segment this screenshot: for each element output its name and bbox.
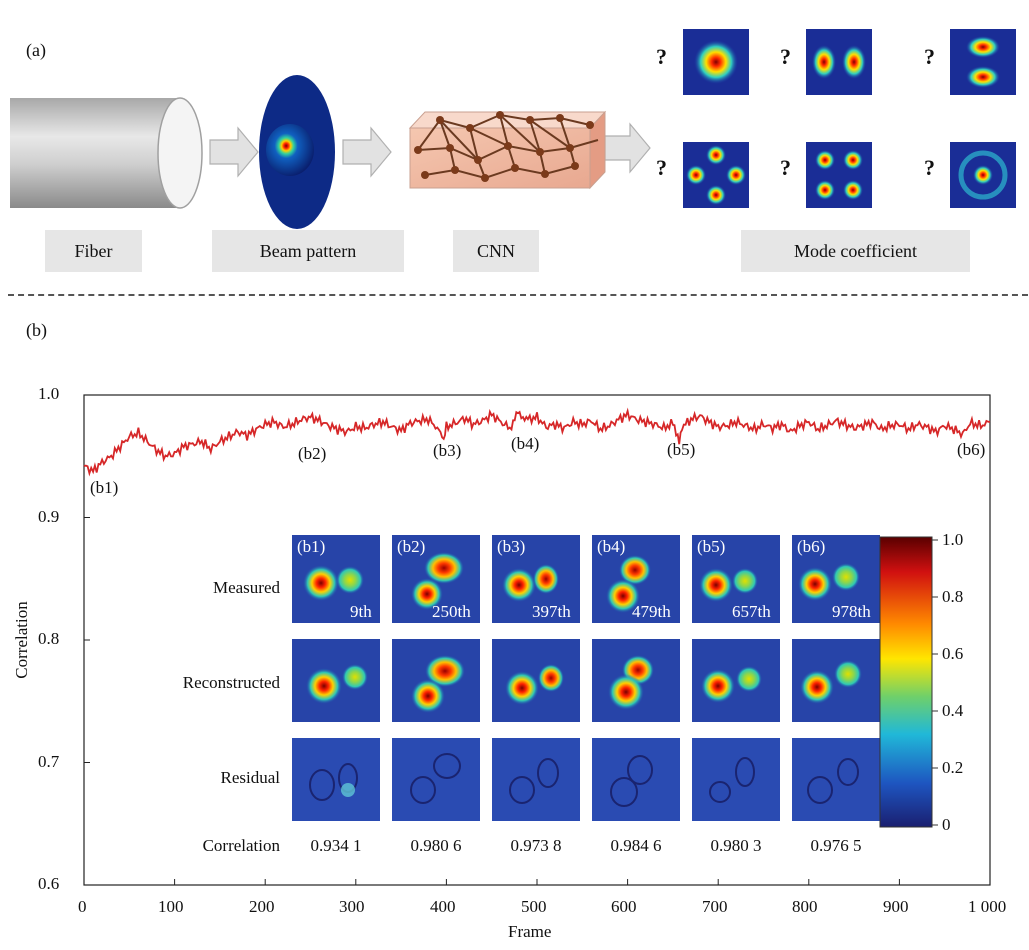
tile-correlation-value: 0.980 3 — [710, 836, 762, 855]
x-axis-title: Frame — [508, 922, 552, 941]
panel-b-label: (b) — [26, 320, 47, 340]
colorbar-tick-label: 1.0 — [942, 530, 964, 549]
colorbar-tick-label: 0.2 — [942, 758, 964, 777]
stage-label-mode-coefficient: Mode coefficient — [741, 230, 970, 272]
mode-unknown-marker: ? — [656, 44, 667, 69]
curve-annotation: (b4) — [511, 434, 540, 453]
x-tick-label: 0 — [78, 897, 87, 916]
colorbar-tick-label: 0 — [942, 815, 951, 834]
x-tick-label: 900 — [883, 897, 909, 916]
curve-annotation: (b5) — [667, 440, 696, 459]
colorbar-tick-label: 0.4 — [942, 701, 964, 720]
tile-correlation-value: 0.980 6 — [410, 836, 462, 855]
tile-frame-number: 397th — [532, 602, 571, 621]
tile-correlation-value: 0.934 1 — [310, 836, 362, 855]
y-tick-label: 0.7 — [38, 752, 60, 771]
y-tick-label: 0.6 — [38, 874, 60, 893]
tile-residual — [390, 736, 482, 823]
stage-label-beam-pattern: Beam pattern — [212, 230, 404, 272]
tile-frame-number: 479th — [632, 602, 671, 621]
tile-tag: (b4) — [597, 537, 626, 556]
x-tick-label: 100 — [158, 897, 184, 916]
tile-reconstructed — [490, 637, 582, 724]
inset-row-label-reconstructed: Reconstructed — [182, 673, 280, 692]
curve-annotation: (b1) — [90, 478, 119, 497]
tile-correlation-value: 0.976 5 — [810, 836, 862, 855]
tile-measured — [490, 533, 582, 625]
tile-tag: (b5) — [697, 537, 726, 556]
curve-annotation: (b3) — [433, 441, 462, 460]
inset-row-label-residual: Residual — [220, 768, 281, 787]
mode-image-lp11b — [950, 29, 1016, 95]
y-tick-label: 0.9 — [38, 507, 60, 526]
mode-image-lp01 — [683, 29, 749, 95]
panel-divider — [8, 294, 1028, 296]
tile-residual — [590, 736, 682, 823]
y-tick-label: 1.0 — [38, 384, 60, 403]
mode-unknown-marker: ? — [924, 44, 935, 69]
mode-image-lp21 — [683, 142, 749, 208]
x-tick-label: 800 — [792, 897, 818, 916]
tile-measured — [790, 533, 882, 625]
tile-reconstructed — [690, 637, 782, 724]
tile-measured — [690, 533, 782, 625]
tile-reconstructed — [790, 637, 882, 724]
arrow-icon — [342, 126, 392, 178]
x-tick-label: 700 — [702, 897, 728, 916]
mode-image-lp11a — [806, 29, 872, 95]
tile-tag: (b1) — [297, 537, 326, 556]
x-tick-label: 300 — [339, 897, 365, 916]
tile-tag: (b2) — [397, 537, 426, 556]
mode-unknown-marker: ? — [924, 155, 935, 180]
tile-measured — [290, 533, 382, 625]
fiber-cylinder — [10, 97, 203, 209]
tile-measured — [390, 533, 482, 625]
stage-label-cnn: CNN — [453, 230, 539, 272]
colorbar-tick-label: 0.8 — [942, 587, 964, 606]
tile-reconstructed — [390, 637, 482, 724]
colorbar-tick-label: 0.6 — [942, 644, 964, 663]
tile-tag: (b6) — [797, 537, 826, 556]
tile-reconstructed — [590, 637, 682, 724]
mode-image-lp02 — [950, 142, 1016, 208]
tile-correlation-value: 0.973 8 — [510, 836, 562, 855]
arrow-icon — [209, 126, 259, 178]
panel-a-label: (a) — [26, 40, 46, 60]
correlation-series-line — [83, 407, 991, 477]
x-tick-label: 400 — [430, 897, 456, 916]
inset-row-label-correlation: Correlation — [202, 836, 280, 855]
pipeline-diagram — [10, 29, 1016, 229]
mode-unknown-marker: ? — [656, 155, 667, 180]
mode-image-lp12 — [806, 142, 872, 208]
x-tick-label: 600 — [611, 897, 637, 916]
mode-unknown-marker: ? — [780, 44, 791, 69]
y-tick-label: 0.8 — [38, 629, 60, 648]
tile-frame-number: 657th — [732, 602, 771, 621]
colorbar — [879, 536, 933, 828]
tile-residual — [490, 736, 582, 823]
beam-pattern-image — [259, 75, 335, 229]
tile-correlation-value: 0.984 6 — [610, 836, 662, 855]
stage-label-fiber: Fiber — [45, 230, 142, 272]
tile-residual — [690, 736, 782, 823]
cnn-network-icon — [408, 110, 607, 190]
x-tick-label: 200 — [249, 897, 275, 916]
tile-residual — [290, 736, 382, 823]
arrow-icon — [604, 122, 651, 174]
tile-frame-number: 978th — [832, 602, 871, 621]
tile-frame-number: 9th — [350, 602, 372, 621]
x-tick-label: 500 — [521, 897, 547, 916]
curve-annotation: (b2) — [298, 444, 327, 463]
x-tick-label: 1 000 — [968, 897, 1007, 916]
tile-tag: (b3) — [497, 537, 526, 556]
tile-residual — [790, 736, 882, 823]
mode-unknown-marker: ? — [780, 155, 791, 180]
tile-measured — [590, 533, 682, 625]
tile-frame-number: 250th — [432, 602, 471, 621]
tile-reconstructed — [290, 637, 382, 724]
curve-annotation: (b6) — [957, 440, 986, 459]
inset-row-label-measured: Measured — [212, 578, 280, 597]
